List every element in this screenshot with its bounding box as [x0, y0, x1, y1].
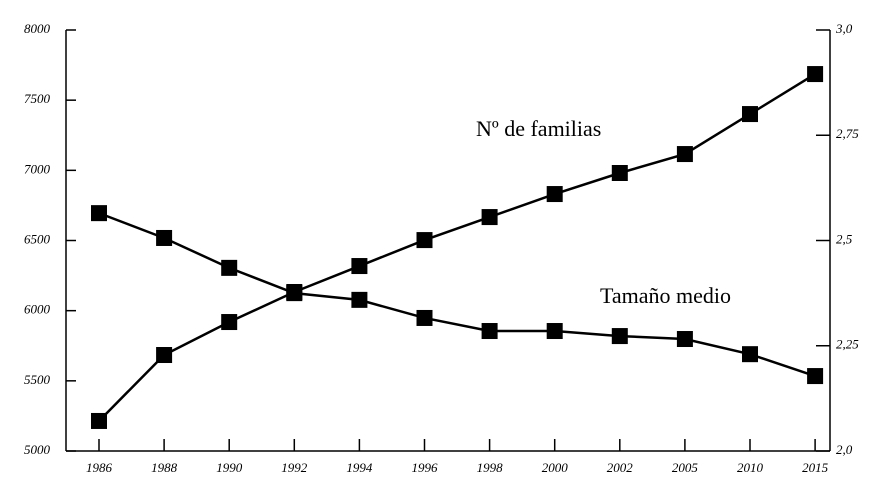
- y-tick-label: 5500: [24, 372, 51, 387]
- y2-tick-label: 2,75: [836, 126, 859, 141]
- series-line: [98, 211, 816, 378]
- marker: [546, 323, 563, 340]
- x-tick-label: 1996: [412, 460, 439, 475]
- x-tick-label: 1998: [477, 460, 504, 475]
- y2-tick-label: 3,0: [835, 21, 853, 36]
- y-tick-label: 5000: [24, 442, 51, 457]
- x-tick-label: 1986: [86, 460, 113, 475]
- x-tick-label: 1988: [151, 460, 178, 475]
- marker: [91, 412, 107, 429]
- marker: [221, 259, 238, 276]
- marker: [351, 291, 368, 308]
- marker: [742, 346, 758, 363]
- x-tick-label: 2010: [737, 460, 764, 475]
- marker: [611, 328, 628, 345]
- y-tick-label: 7500: [24, 91, 51, 106]
- x-tick-label: 2002: [607, 460, 634, 475]
- marker: [742, 106, 758, 123]
- marker: [91, 205, 107, 222]
- annotation: Nº de familias: [476, 116, 601, 141]
- marker: [481, 323, 498, 340]
- marker: [481, 209, 498, 226]
- marker: [611, 164, 628, 181]
- marker: [156, 347, 173, 364]
- y2-tick-label: 2,5: [836, 231, 853, 246]
- y2-tick-label: 2,25: [836, 337, 859, 352]
- annotation: Tamaño medio: [600, 283, 731, 308]
- marker: [351, 258, 368, 275]
- marker: [286, 285, 303, 302]
- marker: [676, 146, 693, 163]
- y-tick-label: 6500: [24, 231, 51, 246]
- marker: [221, 314, 238, 331]
- marker: [807, 368, 824, 385]
- y2-tick-label: 2,0: [836, 442, 853, 457]
- x-tick-label: 1992: [281, 460, 308, 475]
- marker: [676, 331, 693, 348]
- x-tick-label: 1990: [216, 460, 243, 475]
- x-tick-label: 2005: [672, 460, 699, 475]
- x-tick-label: 2000: [542, 460, 569, 475]
- marker: [546, 186, 563, 203]
- series-line: [98, 72, 816, 422]
- marker: [416, 309, 433, 326]
- y-tick-label: 7000: [24, 161, 51, 176]
- y-tick-label: 8000: [24, 21, 51, 36]
- marker: [807, 66, 824, 83]
- x-tick-label: 2015: [802, 460, 829, 475]
- y-tick-label: 6000: [24, 302, 51, 317]
- marker: [156, 229, 173, 246]
- x-tick-label: 1994: [346, 460, 373, 475]
- marker: [416, 232, 433, 249]
